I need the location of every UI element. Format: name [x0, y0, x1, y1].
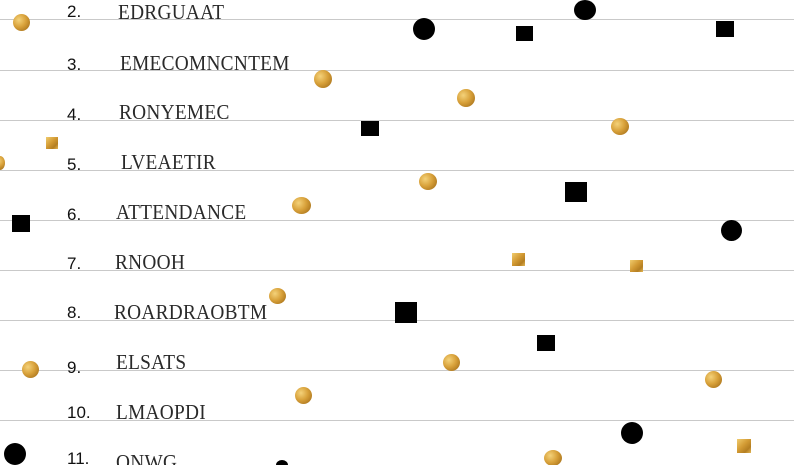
item-number: 9.: [67, 358, 82, 377]
item-number: 5.: [67, 155, 82, 174]
gold-confetti-dot: [705, 371, 722, 388]
gold-confetti-dot: [13, 14, 30, 31]
black-confetti-square: [12, 215, 30, 232]
scrambled-word: LVEAETIR: [121, 150, 216, 174]
black-confetti-square: [395, 302, 417, 323]
item-number: 2.: [67, 2, 82, 21]
ruled-line: [0, 70, 794, 71]
ruled-line: [0, 120, 794, 121]
gold-confetti-square: [737, 439, 751, 453]
ruled-line: [0, 220, 794, 221]
gold-confetti-dot: [22, 361, 39, 378]
scrambled-word: ATTENDANCE: [116, 200, 247, 224]
scrambled-word: RONYEMEC: [119, 100, 230, 124]
item-number: 4.: [67, 105, 82, 124]
item-number: 7.: [67, 254, 82, 273]
gold-confetti-square: [46, 137, 58, 149]
scrambled-word: RNOOH: [115, 250, 186, 274]
gold-confetti-dot: [611, 118, 629, 135]
ruled-line: [0, 420, 794, 421]
black-confetti-square: [516, 26, 533, 41]
gold-confetti-square: [512, 253, 525, 266]
black-confetti-dot: [621, 422, 643, 444]
item-number: 11.: [67, 449, 90, 465]
scrambled-word: EDRGUAAT: [118, 0, 225, 24]
gold-confetti-square: [630, 260, 643, 272]
item-number: 10.: [67, 403, 91, 422]
gold-confetti-dot: [269, 288, 286, 304]
scrambled-word: ONWG: [116, 450, 178, 465]
black-confetti-square: [361, 121, 379, 136]
ruled-line: [0, 370, 794, 371]
scrambled-word: ELSATS: [116, 350, 187, 374]
gold-confetti-dot: [544, 450, 562, 465]
ruled-line: [0, 19, 794, 20]
scrambled-word: LMAOPDI: [116, 400, 206, 424]
black-confetti-dot: [276, 460, 288, 465]
black-confetti-square: [537, 335, 555, 351]
scrambled-word: ROARDRAOBTM: [114, 300, 268, 324]
gold-confetti-dot: [443, 354, 460, 371]
item-number: 8.: [67, 303, 82, 322]
gold-confetti-dot: [0, 156, 5, 170]
item-number: 3.: [67, 55, 82, 74]
black-confetti-dot: [574, 0, 596, 20]
gold-confetti-dot: [292, 197, 311, 214]
gold-confetti-dot: [295, 387, 312, 404]
ruled-line: [0, 170, 794, 171]
gold-confetti-dot: [457, 89, 475, 107]
ruled-line: [0, 270, 794, 271]
item-number: 6.: [67, 205, 82, 224]
black-confetti-square: [716, 21, 734, 37]
scrambled-word: EMECOMNCNTEM: [120, 51, 290, 75]
gold-confetti-dot: [314, 70, 332, 88]
gold-confetti-dot: [419, 173, 437, 190]
black-confetti-dot: [413, 18, 435, 40]
black-confetti-dot: [721, 220, 742, 241]
black-confetti-square: [565, 182, 587, 202]
black-confetti-dot: [4, 443, 26, 465]
